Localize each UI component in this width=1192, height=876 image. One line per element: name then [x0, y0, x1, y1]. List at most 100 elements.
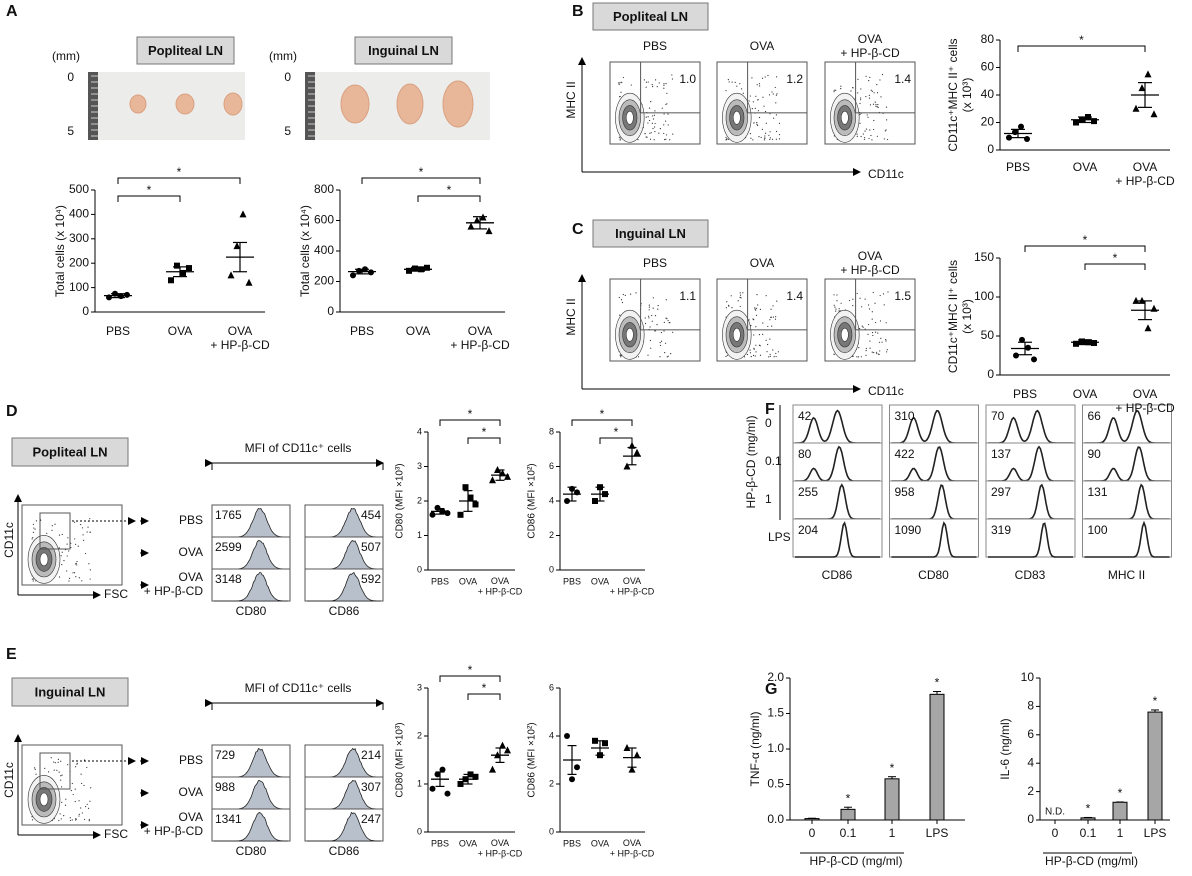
- plot-title: OVA: [750, 256, 774, 270]
- event-dot: [859, 113, 861, 116]
- event-dot: [620, 81, 622, 84]
- y-tick-label: 0: [1027, 812, 1034, 826]
- hist-box: [985, 480, 1076, 520]
- event-dot: [879, 294, 881, 297]
- event-dot: [53, 761, 55, 763]
- event-dot: [61, 551, 63, 553]
- event-dot: [774, 86, 776, 89]
- data-point: [350, 272, 356, 279]
- event-dot: [58, 547, 60, 549]
- panel-letter: A: [6, 3, 18, 20]
- data-point: [1132, 296, 1140, 304]
- event-dot: [663, 132, 665, 135]
- y-tick-label: 8: [549, 426, 554, 436]
- event-dot: [647, 116, 649, 118]
- event-dot: [67, 764, 69, 766]
- histogram: [307, 571, 381, 602]
- x-tick-label: LPS: [926, 826, 949, 840]
- event-dot: [653, 126, 656, 128]
- event-dot: [750, 137, 752, 139]
- gate: [747, 278, 808, 331]
- event-dot: [756, 122, 758, 124]
- x-tick-label: PBS: [1013, 387, 1037, 401]
- event-dot: [866, 114, 868, 116]
- sem-bar: [355, 268, 369, 275]
- event-dot: [755, 344, 757, 346]
- event-dot: [726, 138, 728, 140]
- event-dot: [873, 119, 875, 122]
- title-box: [592, 219, 709, 248]
- sem-bar: [463, 773, 473, 785]
- event-dot: [665, 103, 667, 106]
- event-dot: [740, 88, 743, 90]
- data-point: [180, 269, 186, 276]
- y-tick-label: 0.5: [767, 777, 784, 791]
- hist-box: [889, 480, 979, 520]
- event-dot: [652, 307, 654, 309]
- mfi-value: 958: [895, 485, 915, 499]
- row-label: OVA: [179, 545, 203, 559]
- y-axis-label: IL-6 (ng/ml): [998, 718, 1012, 779]
- mfi-value: 255: [798, 485, 818, 499]
- event-dot: [618, 136, 620, 138]
- mfi-value: 422: [895, 447, 915, 461]
- event-dot: [621, 301, 624, 304]
- title-box: [11, 437, 129, 467]
- event-dot: [873, 128, 875, 131]
- event-dot: [57, 761, 59, 763]
- data-point: [1138, 84, 1146, 92]
- event-dot: [836, 300, 838, 302]
- event-dot: [667, 124, 669, 126]
- y-tick-label: 0: [417, 826, 422, 836]
- event-dot: [860, 99, 862, 101]
- mfi-value: 131: [1088, 485, 1108, 499]
- sem-bar: [567, 744, 577, 776]
- column-label: CD86: [329, 604, 360, 618]
- event-dot: [877, 353, 880, 355]
- sem-bar: [1078, 116, 1092, 124]
- event-dot: [89, 800, 91, 802]
- data-point: [472, 501, 479, 508]
- unit: (mm): [52, 49, 80, 63]
- data-point: [1024, 136, 1030, 142]
- mfi-value: 214: [361, 748, 381, 762]
- event-dot: [82, 534, 84, 536]
- row-label: 0.1: [765, 454, 782, 468]
- event-dot: [770, 316, 772, 318]
- event-dot: [769, 131, 771, 133]
- event-dot: [647, 81, 649, 83]
- event-dot: [58, 576, 61, 578]
- event-dot: [768, 356, 770, 358]
- data-point: [569, 776, 575, 783]
- sem-bar: [1018, 341, 1032, 356]
- event-dot: [881, 73, 884, 76]
- gate: [747, 61, 808, 114]
- event-dot: [32, 531, 34, 533]
- event-dot: [663, 84, 665, 87]
- event-dot: [70, 789, 72, 792]
- event-dot: [752, 318, 754, 320]
- event-dot: [647, 315, 650, 317]
- event-dot: [875, 351, 878, 353]
- event-dot: [865, 354, 867, 356]
- x-tick-label: PBS: [431, 576, 449, 586]
- event-dot: [620, 299, 623, 301]
- event-dot: [74, 538, 76, 540]
- error-bar: [933, 690, 941, 695]
- event-dot: [619, 139, 621, 141]
- y-tick-label: 3: [417, 682, 422, 692]
- y-tick-label: 0: [549, 564, 554, 574]
- y-tick-label: 2: [417, 495, 422, 505]
- event-dot: [875, 105, 877, 107]
- event-dot: [833, 294, 835, 296]
- event-dot: [773, 356, 775, 358]
- y-tick-label: 20: [981, 115, 995, 129]
- title-box: [354, 36, 453, 65]
- event-dot: [666, 103, 668, 105]
- event-dot: [753, 122, 755, 124]
- significance-bracket: [1084, 263, 1146, 270]
- event-dot: [648, 306, 651, 308]
- data-point: [1013, 352, 1019, 359]
- plot-title: PBS: [643, 256, 667, 270]
- y-tick-label: 1: [417, 530, 422, 540]
